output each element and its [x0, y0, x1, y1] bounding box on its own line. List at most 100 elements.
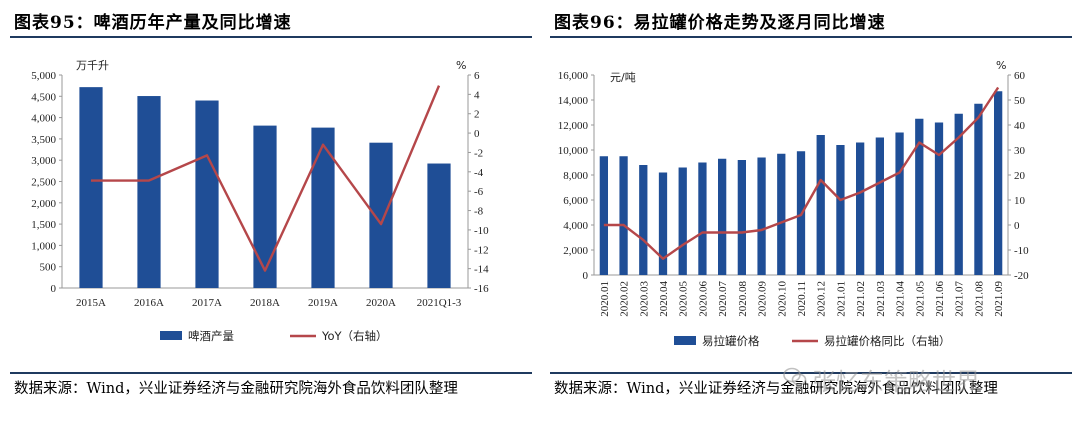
right-tick-label: -4	[474, 167, 484, 179]
bar	[737, 160, 746, 275]
category-label: 2020A	[366, 297, 396, 309]
bar	[253, 125, 277, 289]
left-axis-unit: 万千升	[76, 59, 109, 72]
bar	[619, 156, 628, 275]
bar	[816, 135, 825, 275]
legend-label-bar: 啤酒产量	[188, 329, 234, 343]
left-tick-label: 6,000	[563, 195, 588, 207]
bar	[856, 142, 865, 275]
right-tick-label: -6	[474, 186, 484, 198]
right-tick-label: -12	[474, 244, 489, 256]
bar	[718, 158, 727, 275]
source-divider	[550, 372, 1072, 374]
right-tick-label: 0	[474, 128, 480, 140]
left-tick-label: 1,500	[31, 219, 56, 231]
category-label: 2018A	[250, 297, 280, 309]
legend-label-bar: 易拉罐价格	[702, 334, 760, 348]
bar	[79, 87, 103, 289]
right-tick-label: -2	[474, 147, 483, 159]
left-tick-label: 3,000	[31, 155, 56, 167]
beer-output-chart: 0 500 1,000 1,500 2,000 2,500 3,000 3,500 4,000 4…	[31, 59, 489, 343]
bar	[427, 163, 451, 288]
category-label: 2020.11	[796, 281, 808, 316]
bar	[137, 96, 161, 288]
left-tick-label: 4,500	[31, 91, 56, 103]
bar	[836, 145, 845, 275]
bar	[369, 142, 393, 288]
right-tick-label: 40	[1014, 120, 1026, 132]
legend-label-line: 易拉罐价格同比（右轴）	[824, 334, 951, 348]
legend-swatch-bar	[674, 336, 696, 345]
bar	[658, 172, 668, 275]
yoy-line	[603, 86, 1000, 260]
right-axis-unit: %	[456, 59, 466, 72]
watermark: 张忆东策略世界	[812, 368, 980, 396]
left-tick-label: 8,000	[563, 170, 588, 182]
legend-label-line: YoY（右轴）	[321, 329, 388, 343]
bar	[777, 153, 786, 275]
category-label: 2020.12	[816, 281, 828, 317]
right-tick-label: 6	[474, 70, 480, 82]
source-note: 数据来源：Wind，兴业证券经济与金融研究院海外食品饮料团队整理	[14, 381, 458, 397]
right-tick-label: 60	[1014, 70, 1026, 82]
category-label: 2020.09	[757, 281, 769, 317]
source-divider	[10, 372, 532, 374]
category-label: 2020.05	[678, 281, 690, 317]
bar	[875, 137, 884, 275]
chart-panel-can-price: 图表96：易拉罐价格走势及逐月同比增速 0 2,000 4,000 6,000 8,00…	[540, 0, 1080, 429]
left-tick-label: 0	[583, 270, 589, 282]
title-divider	[550, 36, 1072, 38]
left-tick-label: 3,500	[31, 134, 56, 146]
bar	[678, 167, 687, 275]
can-price-chart: 0 2,000 4,000 6,000 8,000 10,000 12,000 14,000 1…	[558, 59, 1029, 348]
wechat-icon	[783, 367, 807, 386]
left-tick-label: 2,000	[31, 198, 56, 210]
right-tick-label: 0	[1014, 220, 1020, 232]
right-tick-label: -14	[474, 264, 489, 276]
right-tick-label: -8	[474, 206, 484, 218]
category-label: 2021.08	[973, 281, 985, 317]
category-label: 2020.04	[658, 281, 670, 317]
chart-panel-beer-output: 图表95：啤酒历年产量及同比增速 0 500 1,000 1,500 2,000 2,50…	[10, 13, 532, 397]
left-tick-label: 500	[40, 262, 57, 274]
category-label: 2020.07	[717, 281, 729, 317]
yoy-line	[91, 85, 441, 272]
category-label: 2021.04	[895, 281, 907, 317]
figure-title: 图表96：易拉罐价格走势及逐月同比增速	[554, 13, 886, 33]
left-tick-label: 4,000	[563, 220, 588, 232]
left-tick-label: 5,000	[31, 70, 56, 82]
category-label: 2016A	[134, 297, 164, 309]
bar	[895, 132, 904, 275]
right-tick-label: 4	[474, 89, 480, 101]
figure-title: 图表95：啤酒历年产量及同比增速	[14, 13, 292, 33]
category-label: 2019A	[308, 297, 338, 309]
bar	[915, 118, 924, 275]
bar	[757, 157, 766, 275]
bar	[599, 156, 608, 275]
left-tick-label: 1,000	[31, 240, 56, 252]
right-tick-label: -16	[474, 283, 489, 295]
bar	[639, 165, 648, 275]
category-label: 2020.10	[776, 281, 788, 317]
category-label: 2021.06	[934, 281, 946, 317]
title-divider	[10, 36, 532, 38]
category-label: 2015A	[76, 297, 106, 309]
left-tick-label: 14,000	[558, 95, 589, 107]
source-note: 数据来源：Wind，兴业证券经济与金融研究院海外食品饮料团队整理	[554, 381, 998, 397]
category-label: 2021.09	[993, 281, 1005, 317]
left-tick-label: 16,000	[558, 70, 589, 82]
category-label: 2020.08	[737, 281, 749, 317]
right-tick-label: -10	[1014, 245, 1029, 257]
bar	[954, 113, 963, 275]
legend-swatch-bar	[160, 331, 182, 340]
left-axis-unit: 元/吨	[610, 71, 636, 84]
right-axis-unit: %	[996, 59, 1006, 72]
category-label: 2021.01	[835, 281, 847, 317]
category-label: 2020.02	[619, 281, 631, 317]
right-tick-label: -20	[1014, 270, 1029, 282]
bar	[698, 162, 707, 275]
category-label: 2020.01	[599, 281, 611, 317]
category-label: 2021Q1-3	[417, 297, 462, 309]
right-tick-label: 20	[1014, 170, 1026, 182]
right-tick-label: 10	[1014, 195, 1026, 207]
